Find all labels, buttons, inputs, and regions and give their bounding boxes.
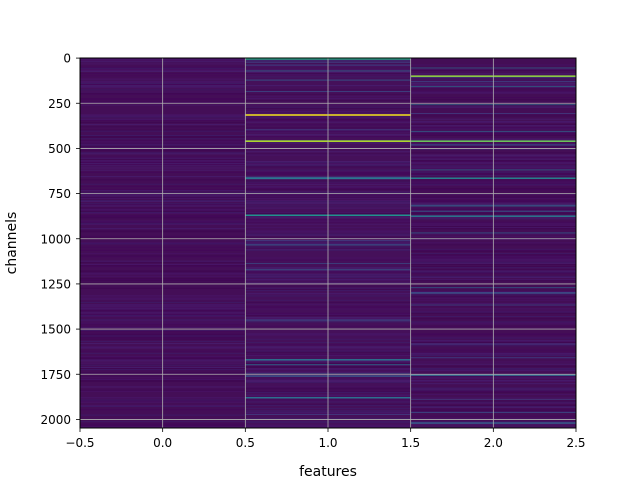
y-tick-label: 1250 [40,277,71,291]
x-axis-title: features [299,464,357,480]
y-axis-title: channels [4,212,20,275]
y-tick-label: 1500 [40,323,71,337]
x-tick-label: 2.5 [566,436,585,450]
x-tick-label: 0.5 [236,436,255,450]
y-tick-label: 500 [48,142,71,156]
x-tick-label: −0.5 [65,436,94,450]
x-tick-label: 1.5 [401,436,420,450]
y-tick-label: 1000 [40,232,71,246]
y-tick-label: 750 [48,187,71,201]
y-tick-label: 0 [63,52,71,66]
x-tick-label: 0.0 [153,436,172,450]
x-tick-label: 2.0 [484,436,503,450]
x-axis: −0.5 0.0 0.5 1.0 1.5 2.0 2.5 [65,428,586,450]
y-tick-label: 1750 [40,368,71,382]
x-tick-label: 1.0 [318,436,337,450]
y-axis: 0 250 500 750 1000 1250 1500 1750 2000 [40,52,80,427]
y-tick-label: 250 [48,97,71,111]
y-tick-label: 2000 [40,413,71,427]
grid-lines [79,57,577,428]
